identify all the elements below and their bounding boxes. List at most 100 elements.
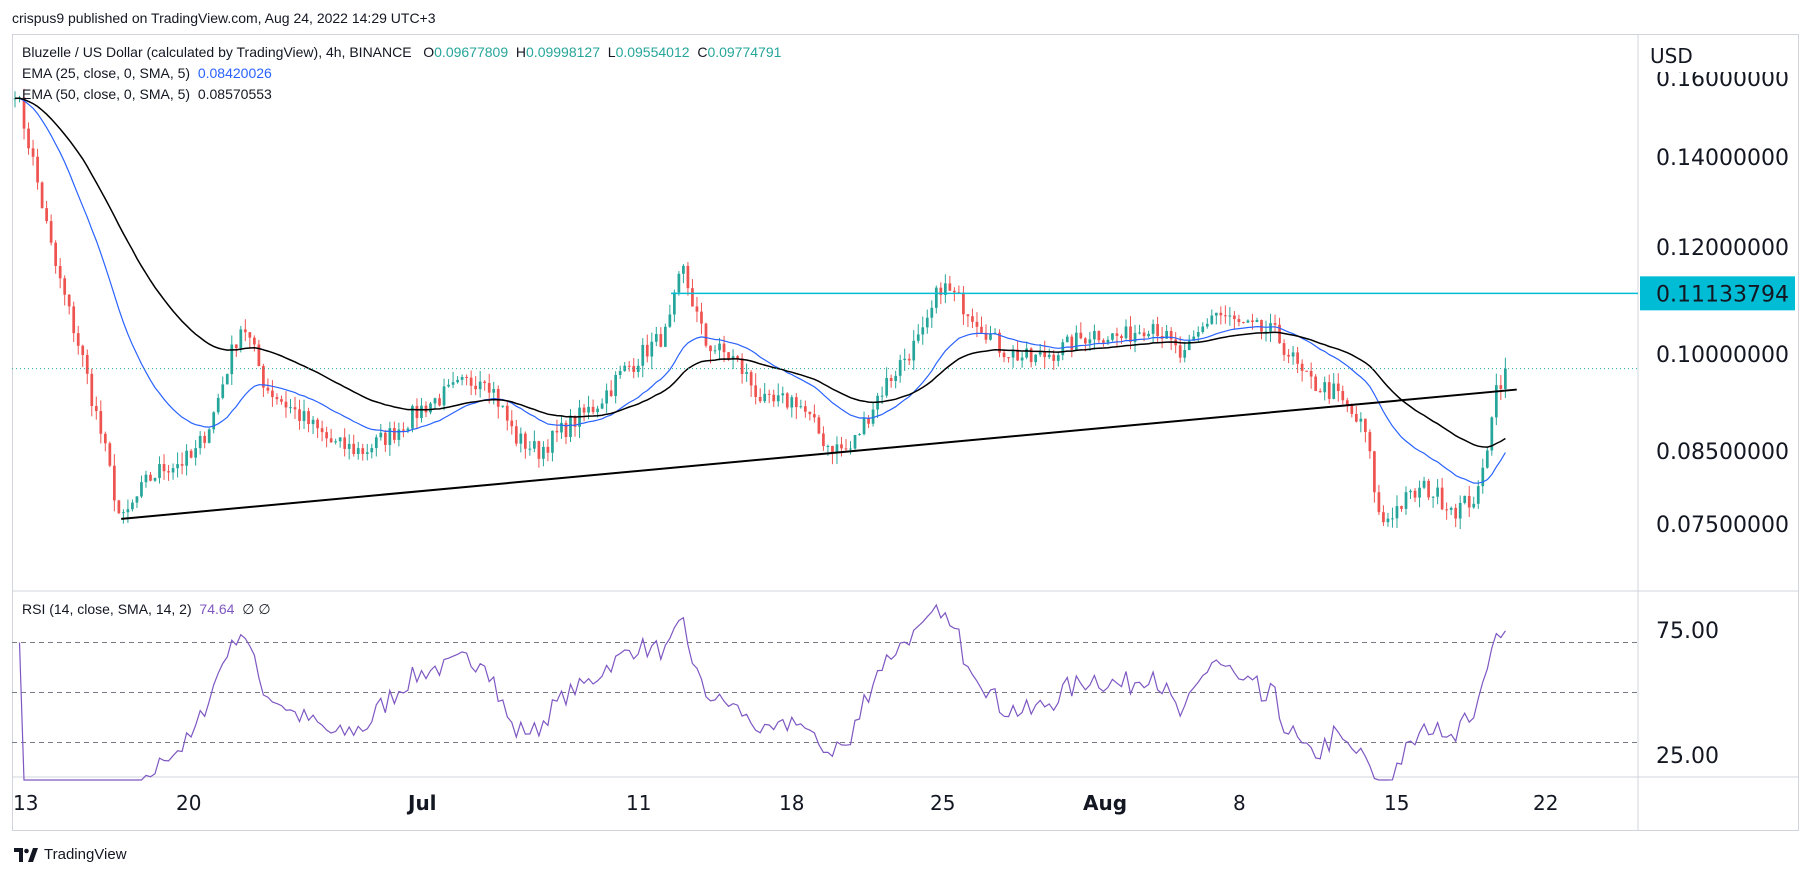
candle-body: [1056, 355, 1060, 361]
time-tick-label: 13: [13, 791, 38, 815]
candle-body: [1074, 332, 1078, 350]
candle-body: [72, 306, 76, 334]
candle-body: [831, 445, 834, 453]
candle-body: [627, 365, 631, 367]
candle-body: [1228, 315, 1232, 317]
resistance-price-tag: [1640, 276, 1795, 311]
candle-body: [420, 405, 423, 418]
candle-body: [799, 406, 803, 408]
candle-body: [198, 435, 202, 449]
candle-body: [465, 376, 468, 378]
candle-body: [221, 384, 225, 398]
candle-body: [966, 314, 970, 317]
candle-body: [135, 496, 139, 503]
candle-body: [469, 377, 473, 386]
candle-body: [117, 500, 121, 514]
time-tick-label: 18: [779, 791, 804, 815]
candle-body: [1422, 480, 1426, 488]
candle-body: [27, 128, 30, 149]
candle-body: [492, 388, 496, 393]
candle-body: [1391, 518, 1394, 520]
candle-body: [1255, 320, 1259, 323]
candle-body: [776, 395, 780, 402]
candle-body: [1445, 509, 1449, 511]
candle-body: [388, 428, 392, 445]
candle-body: [45, 208, 48, 222]
candle-body: [347, 443, 351, 449]
candle-body: [239, 329, 243, 349]
chart-frame[interactable]: [12, 34, 1799, 831]
candle-body: [275, 397, 279, 400]
candle-body: [636, 365, 640, 372]
candle-body: [903, 358, 907, 361]
candle-body: [1485, 450, 1489, 468]
time-tick-label: Jul: [406, 791, 437, 815]
candle-body: [1065, 336, 1069, 343]
candle-body: [686, 265, 690, 289]
candle-body: [551, 430, 554, 453]
rsi-tick-label: 25.00: [1656, 744, 1719, 769]
candle-body: [1436, 487, 1439, 497]
candle-body: [1043, 351, 1047, 358]
legend-rsi-row[interactable]: RSI (14, close, SMA, 14, 2) 74.64 ∅ ∅: [22, 601, 271, 618]
candle-body: [948, 283, 952, 291]
candle-body: [813, 414, 816, 418]
candle-body: [31, 148, 35, 157]
candle-body: [429, 403, 432, 413]
resistance-price-label: 0.11133794: [1656, 282, 1789, 307]
legend-ema50-row[interactable]: EMA (50, close, 0, SMA, 5) 0.08570553: [22, 86, 272, 102]
candle-body: [609, 390, 613, 396]
candle-body: [1296, 352, 1299, 364]
candle-body: [1323, 382, 1327, 393]
candle-body: [1273, 323, 1277, 325]
candle-body: [528, 448, 532, 450]
candle-body: [320, 428, 324, 433]
candle-body: [645, 344, 649, 357]
candle-body: [980, 326, 983, 333]
candle-body: [1102, 340, 1105, 343]
candle-body: [447, 384, 450, 387]
candle-body: [803, 406, 807, 412]
candle-body: [1219, 312, 1223, 316]
footer-brand[interactable]: TradingView: [14, 846, 127, 863]
candle-body: [898, 360, 902, 376]
candle-body: [266, 387, 270, 391]
candle-body: [745, 372, 748, 374]
candle-body: [397, 429, 401, 440]
candle-body: [1093, 331, 1096, 340]
candle-body: [1309, 370, 1313, 377]
legend-ema25-row[interactable]: EMA (25, close, 0, SMA, 5) 0.08420026: [22, 65, 272, 81]
candle-body: [736, 356, 739, 359]
candle-body: [1386, 518, 1390, 523]
legend-low-label: L: [607, 44, 616, 60]
candle-body: [280, 399, 283, 402]
candle-body: [411, 405, 414, 429]
candle-body: [939, 287, 943, 295]
candle-body: [514, 426, 518, 444]
candle-body: [293, 407, 297, 410]
candle-body: [36, 156, 39, 183]
candle-body: [785, 393, 789, 408]
ema25-line: [15, 97, 1506, 484]
candle-body: [1002, 352, 1006, 358]
candle-body: [555, 430, 559, 433]
candle-body: [1476, 486, 1480, 504]
candle-body: [180, 464, 184, 466]
candle-body: [1494, 385, 1498, 418]
candle-body: [1038, 351, 1042, 355]
candle-body: [767, 393, 771, 395]
legend-symbol-row[interactable]: Bluzelle / US Dollar (calculated by Trad…: [22, 44, 781, 60]
price-tick-label: 0.08500000: [1656, 440, 1789, 465]
candle-body: [1300, 363, 1304, 371]
candle-body: [632, 366, 636, 372]
legend-close-label: C: [697, 44, 708, 60]
legend-ema25-value: 0.08420026: [197, 65, 272, 81]
candle-body: [433, 398, 437, 404]
ema50-series: [15, 97, 1506, 448]
candle-body: [374, 437, 378, 449]
candle-body: [171, 468, 175, 473]
candle-body: [1016, 349, 1019, 361]
candle-body: [1106, 339, 1110, 343]
candle-body: [334, 441, 338, 443]
